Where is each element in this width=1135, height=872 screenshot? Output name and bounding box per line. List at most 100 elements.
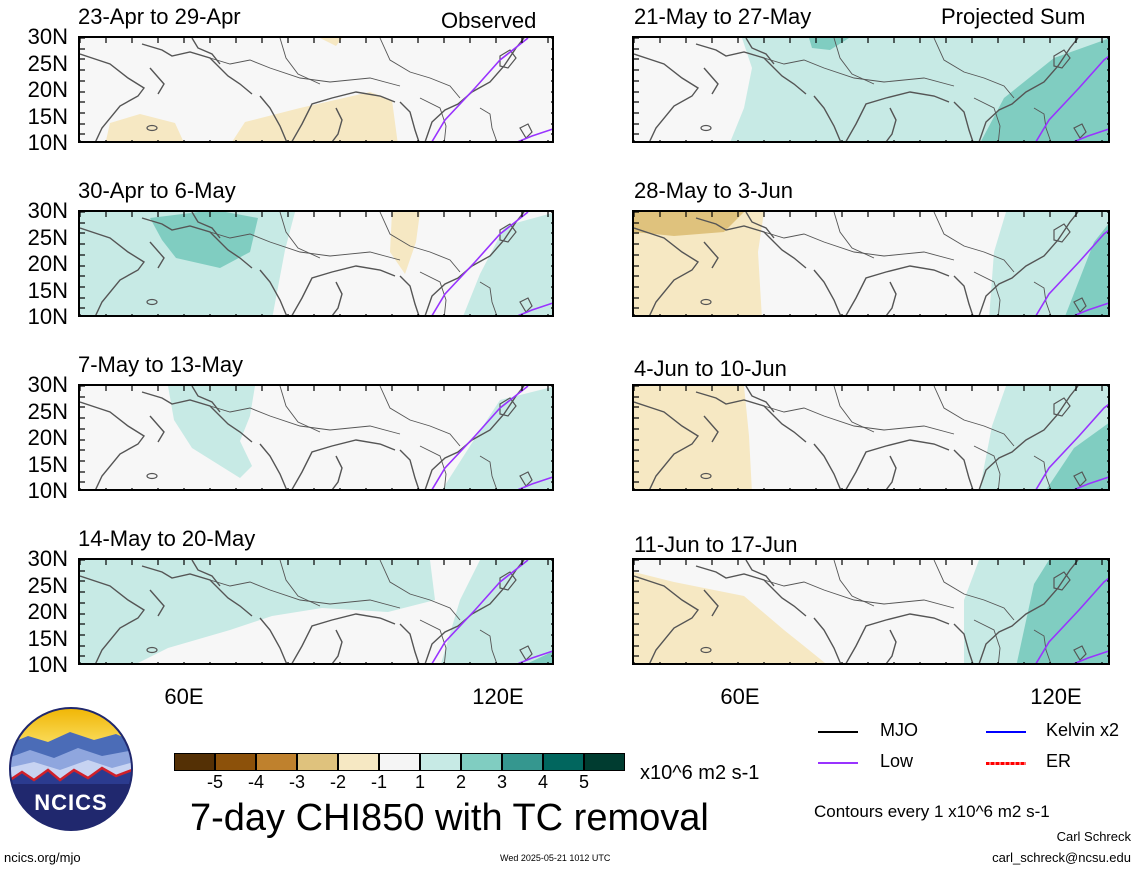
colorbar-box: [543, 753, 584, 771]
colorbar-box: [379, 753, 420, 771]
lat-label: 25N: [27, 573, 68, 598]
colorbar-box: [174, 753, 215, 771]
lake-outline: [146, 472, 158, 480]
anomaly-region: [232, 92, 398, 141]
map-svg: [634, 560, 1108, 663]
country-border: [419, 97, 447, 141]
map-panel-1: [78, 36, 554, 143]
lon-label-120e-left: 120E: [472, 684, 524, 709]
country-border: [279, 386, 321, 433]
coastline: [191, 38, 221, 65]
er-legend-label: ER: [1046, 751, 1072, 771]
mjo-legend-label: MJO: [880, 720, 918, 740]
anomaly-region: [1016, 560, 1108, 663]
coastline: [695, 391, 807, 443]
coastline: [80, 53, 146, 141]
country-border: [419, 445, 447, 489]
country-border: [763, 579, 955, 609]
island-outline: [1073, 297, 1087, 313]
coastline: [291, 91, 396, 141]
country-border: [279, 212, 321, 259]
panel-title-4: 14-May to 20-May: [78, 526, 256, 551]
colorbar-label: 2: [455, 772, 466, 792]
colorbar-box: [338, 753, 379, 771]
lake-outline: [700, 124, 712, 132]
lat-label: 30N: [27, 198, 68, 223]
colorbar-box: [502, 753, 543, 771]
island-outline: [1053, 397, 1071, 417]
website-link[interactable]: ncics.org/mjo: [4, 850, 81, 865]
country-border: [279, 38, 321, 85]
lat-label: 15N: [27, 452, 68, 477]
lake-outline: [146, 124, 158, 132]
island-outline: [1073, 645, 1087, 661]
coastline: [80, 401, 146, 489]
country-border: [1033, 281, 1052, 315]
author-email[interactable]: carl_schreck@ncsu.edu: [992, 850, 1131, 865]
coastline: [634, 227, 700, 315]
lat-label: 30N: [27, 372, 68, 397]
low-legend-label: Low: [880, 751, 914, 771]
coastline: [141, 565, 253, 617]
coastline: [745, 386, 775, 413]
coastline: [978, 38, 1079, 141]
kelvin-legend-line: [986, 731, 1026, 733]
ncics-logo: NCICS: [8, 706, 134, 832]
coastline: [191, 212, 221, 239]
coastline: [141, 391, 253, 443]
low-contour-line: [431, 386, 529, 489]
anomaly-region: [1065, 224, 1108, 315]
coastline: [634, 53, 700, 141]
colorbar-label: -2: [329, 772, 346, 792]
colorbar-box: [215, 753, 256, 771]
coastline: [331, 107, 343, 141]
timestamp: Wed 2025-05-21 1012 UTC: [500, 853, 611, 863]
lat-label: 25N: [27, 225, 68, 250]
anomaly-region: [442, 387, 552, 489]
island-outline: [1053, 223, 1071, 243]
colorbar-label: -3: [288, 772, 305, 792]
panel-title-3: 7-May to 13-May: [78, 352, 244, 377]
island-outline: [519, 297, 533, 313]
map-svg: [634, 212, 1108, 315]
coastline: [845, 265, 950, 315]
coastline: [885, 629, 897, 663]
coastline: [703, 589, 719, 617]
lake-outline: [700, 472, 712, 480]
low-contour-line: [517, 128, 552, 141]
coastline: [149, 241, 165, 269]
lake-outline: [700, 298, 712, 306]
coastline: [953, 275, 974, 315]
coastline: [191, 386, 221, 413]
colorbar-label: 1: [414, 772, 425, 792]
panel-title-7: 4-Jun to 10-Jun: [634, 356, 787, 381]
main-title: 7-day CHI850 with TC removal: [190, 797, 709, 839]
country-border: [479, 455, 498, 489]
projected-sum-label: Projected Sum: [941, 4, 1086, 29]
coastline: [141, 217, 253, 269]
country-border: [933, 212, 1015, 273]
coastline: [399, 275, 420, 315]
author-name: Carl Schreck: [1056, 829, 1131, 844]
country-border: [763, 57, 955, 87]
map-svg: [634, 386, 1108, 489]
low-contour-line: [1073, 128, 1108, 141]
country-border: [379, 38, 461, 99]
coastline: [885, 107, 897, 141]
lat-label: 25N: [27, 51, 68, 76]
country-border: [973, 619, 1001, 663]
island-outline: [499, 397, 517, 417]
colorbar-box: [461, 753, 502, 771]
island-outline: [499, 49, 517, 69]
coastline: [149, 415, 165, 443]
country-border: [1033, 107, 1052, 141]
low-contour-line: [1035, 229, 1108, 315]
colorbar-box: [420, 753, 461, 771]
country-border: [379, 386, 461, 447]
country-border: [973, 97, 1001, 141]
country-border: [933, 560, 1015, 621]
country-border: [379, 560, 461, 621]
coastline: [845, 613, 950, 663]
map-panel-2: [78, 210, 554, 317]
coastline: [80, 227, 146, 315]
